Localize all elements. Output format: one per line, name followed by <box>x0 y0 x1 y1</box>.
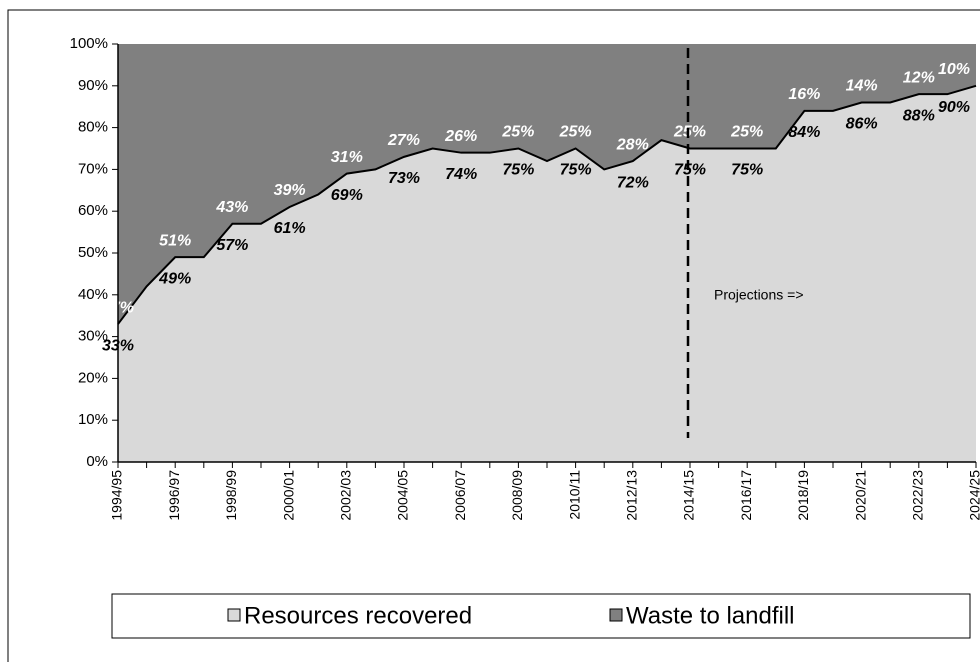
x-tick-label: 2006/07 <box>452 470 468 521</box>
x-tick-label: 2018/19 <box>795 470 811 521</box>
data-label: 28% <box>616 136 649 153</box>
data-label: 86% <box>846 116 878 133</box>
data-label: 25% <box>501 124 534 141</box>
data-label: 16% <box>788 86 820 103</box>
y-tick-label: 90% <box>78 77 108 94</box>
y-tick-label: 70% <box>78 160 108 177</box>
data-label: 75% <box>674 162 706 179</box>
x-tick-label: 1994/95 <box>109 470 125 521</box>
data-label: 88% <box>903 107 935 124</box>
data-label: 90% <box>938 99 970 116</box>
legend-swatch <box>609 608 623 622</box>
data-label: 75% <box>560 162 592 179</box>
data-label: 10% <box>938 61 970 78</box>
data-label: 84% <box>788 124 820 141</box>
data-label: 75% <box>502 162 534 179</box>
data-label: 69% <box>331 187 363 204</box>
boundary-line <box>117 84 977 325</box>
x-tick-label: 2004/05 <box>395 470 411 521</box>
data-label: 43% <box>215 199 248 216</box>
y-tick-label: 80% <box>78 119 108 136</box>
x-tick-label: 2022/23 <box>910 470 926 521</box>
data-label: 31% <box>331 149 363 166</box>
data-label: 51% <box>159 232 191 249</box>
x-tick-label: 2010/11 <box>566 470 582 520</box>
x-tick-label: 1996/97 <box>166 470 182 521</box>
data-label: 74% <box>445 166 477 183</box>
y-tick-label: 10% <box>78 411 108 428</box>
legend-label: Resources recovered <box>244 602 472 629</box>
y-tick-label: 50% <box>78 244 108 261</box>
x-tick-label: 2016/17 <box>738 470 754 521</box>
x-tick-label: 2012/13 <box>624 470 640 521</box>
x-tick-label: 2008/09 <box>509 470 525 521</box>
x-tick-label: 2014/15 <box>681 470 697 521</box>
x-tick-label: 2002/03 <box>338 470 354 521</box>
data-label: 61% <box>274 220 306 237</box>
y-tick-label: 100% <box>70 35 108 52</box>
data-label: 14% <box>846 78 878 95</box>
y-tick-label: 60% <box>78 202 108 219</box>
x-tick-label: 2024/25 <box>967 470 980 521</box>
data-label: 25% <box>730 124 763 141</box>
data-label: 12% <box>903 69 935 86</box>
x-tick-label: 1998/99 <box>223 470 239 521</box>
legend-box <box>111 593 971 639</box>
data-label: 27% <box>387 132 420 149</box>
data-label: 25% <box>673 124 706 141</box>
data-label: 49% <box>158 270 191 287</box>
data-label: 39% <box>274 182 306 199</box>
data-label: 26% <box>444 128 477 145</box>
y-tick-label: 0% <box>86 453 108 470</box>
y-tick-label: 30% <box>78 328 108 345</box>
data-label: 72% <box>617 174 649 191</box>
y-tick-label: 40% <box>78 286 108 303</box>
data-label: 73% <box>388 170 420 187</box>
legend-label: Waste to landfill <box>626 602 795 629</box>
area <box>118 44 976 325</box>
x-tick-label: 2020/21 <box>852 470 868 521</box>
annotation: Projections => <box>714 287 804 303</box>
data-label: 75% <box>731 162 763 179</box>
data-label: 25% <box>559 124 592 141</box>
legend-swatch <box>227 608 241 622</box>
y-tick-label: 20% <box>78 369 108 386</box>
data-label: 57% <box>216 237 248 254</box>
area <box>118 85 976 463</box>
x-tick-label: 2000/01 <box>280 470 296 521</box>
